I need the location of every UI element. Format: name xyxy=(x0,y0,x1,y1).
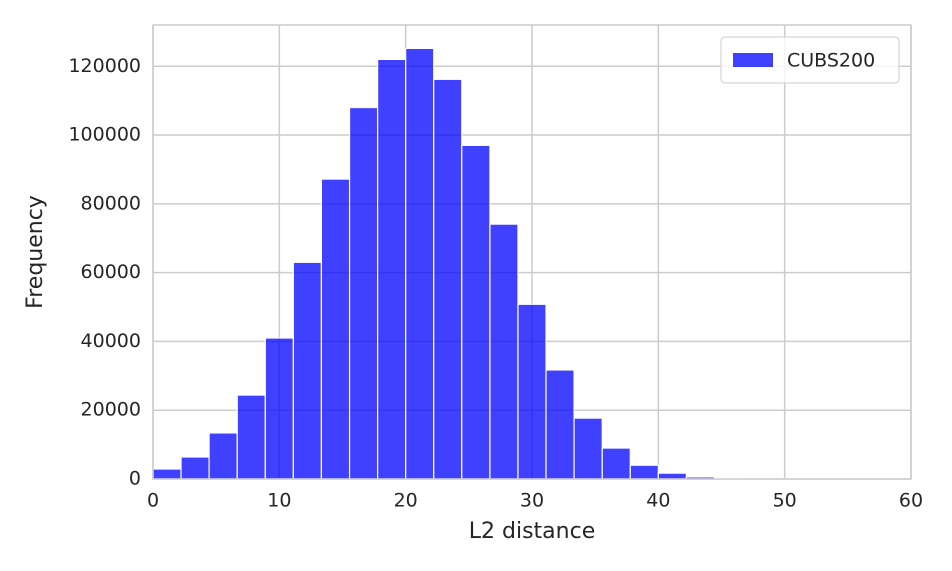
bar xyxy=(180,456,210,480)
legend-label: CUBS200 xyxy=(787,50,875,72)
x-tick-label: 10 xyxy=(267,490,291,512)
bar xyxy=(208,432,238,480)
bar xyxy=(405,47,435,480)
x-tick-label: 50 xyxy=(773,490,797,512)
y-tick-label: 100000 xyxy=(68,124,141,146)
bar xyxy=(433,78,463,480)
bar xyxy=(461,144,491,480)
x-tick-label: 30 xyxy=(520,490,544,512)
y-tick-label: 20000 xyxy=(81,399,141,421)
bar xyxy=(657,472,687,480)
bar xyxy=(236,394,266,480)
y-axis-label: Frequency xyxy=(23,195,48,309)
x-tick-label: 40 xyxy=(646,490,670,512)
legend-swatch xyxy=(733,53,773,67)
y-tick-label: 40000 xyxy=(81,330,141,352)
x-axis-label: L2 distance xyxy=(469,519,595,544)
bar xyxy=(320,178,351,480)
bar xyxy=(489,223,519,480)
y-tick-label: 0 xyxy=(129,468,141,490)
x-tick-label: 20 xyxy=(394,490,418,512)
y-tick-label: 60000 xyxy=(81,261,141,283)
bar xyxy=(152,468,182,480)
bar xyxy=(292,261,323,480)
bar xyxy=(264,337,294,480)
plot-frame xyxy=(152,24,912,480)
bar xyxy=(573,417,603,480)
y-tick-label: 80000 xyxy=(81,192,141,214)
bar xyxy=(348,106,379,480)
x-tick-label: 0 xyxy=(147,490,159,512)
bar xyxy=(601,447,631,480)
y-tick-label: 120000 xyxy=(68,55,141,77)
bar xyxy=(545,369,575,480)
bar xyxy=(629,464,659,480)
bar xyxy=(377,58,407,480)
bar xyxy=(517,303,547,480)
x-tick-label: 60 xyxy=(899,490,923,512)
legend-box xyxy=(720,36,900,84)
